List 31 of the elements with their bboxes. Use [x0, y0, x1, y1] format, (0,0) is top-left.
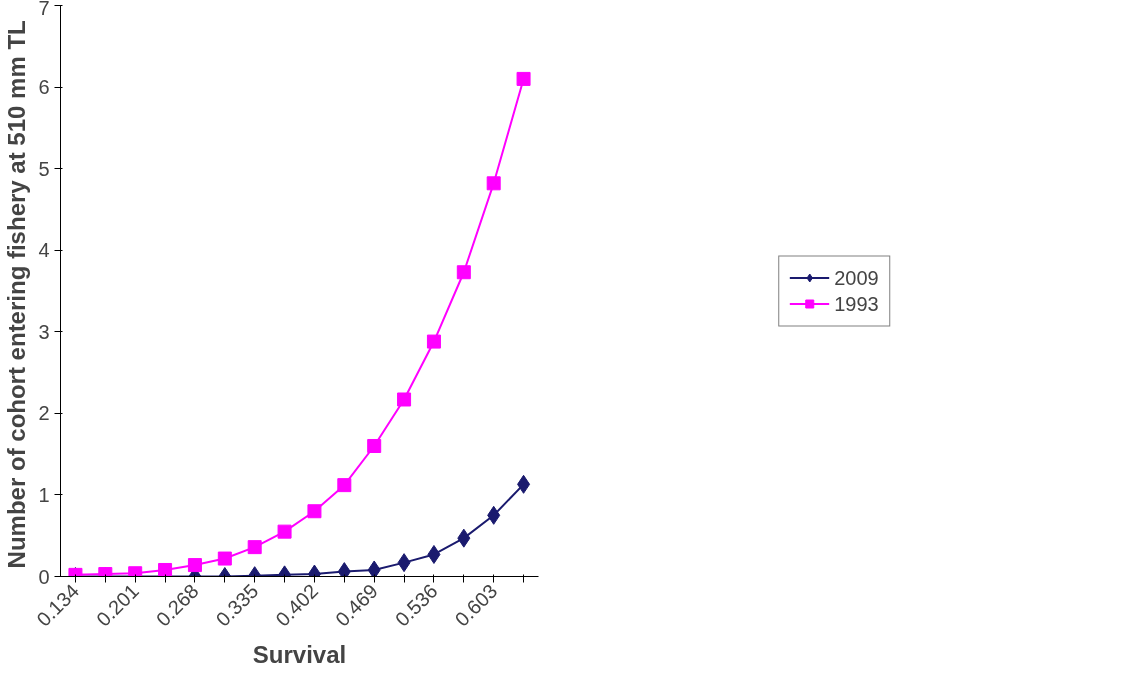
y-tick-label: 4 [38, 239, 50, 262]
point [457, 528, 471, 548]
point [367, 438, 382, 453]
point [337, 478, 352, 493]
point [217, 551, 232, 566]
point [427, 544, 441, 564]
y-tick-label: 1 [38, 483, 50, 506]
legend-label: 1993 [834, 292, 879, 315]
point [277, 524, 292, 539]
y-tick-label: 2 [38, 402, 50, 425]
point [426, 334, 441, 349]
point [517, 474, 531, 494]
point [247, 540, 262, 555]
x-axis-title: Survival [252, 640, 347, 668]
point [486, 176, 501, 191]
y-tick-label: 0 [38, 565, 50, 588]
point [487, 505, 501, 525]
y-tick-label: 3 [38, 320, 50, 343]
y-axis-title: Number of cohort entering fishery at 510 mm TL [3, 20, 31, 569]
y-tick-label: 5 [38, 157, 50, 180]
point [516, 71, 531, 86]
point [397, 553, 411, 573]
y-tick-label: 7 [38, 0, 50, 19]
point [307, 504, 322, 519]
y-tick-label: 6 [38, 76, 50, 99]
point [187, 558, 202, 573]
point [158, 562, 173, 577]
legend-label: 2009 [834, 266, 879, 289]
point [456, 265, 471, 280]
point [397, 392, 412, 407]
point [367, 560, 381, 577]
